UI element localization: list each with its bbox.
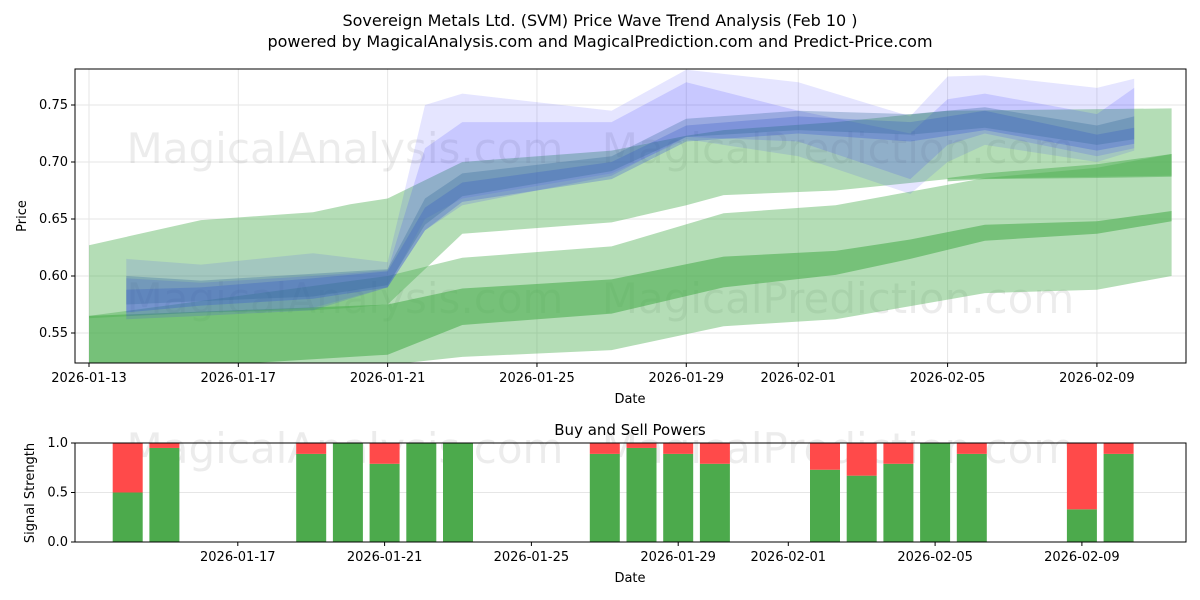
buy-bar <box>956 453 987 542</box>
buy-bar <box>846 475 877 542</box>
buy-bar <box>589 453 620 542</box>
sell-bar <box>956 443 987 454</box>
plot-frame <box>74 68 1187 364</box>
buy-bar <box>810 469 840 542</box>
sell-bar <box>112 443 143 493</box>
top-y-label: Price <box>15 200 30 232</box>
watermark: MagicalAnalysis.com <box>127 124 564 173</box>
band-green-light-upper <box>89 108 1172 319</box>
band-green-dark-lower <box>89 211 1172 363</box>
y-tick-label: 0.70 <box>39 155 68 170</box>
buy-bar <box>1066 509 1097 542</box>
x-tick-label: 2026-01-21 <box>347 550 423 565</box>
chart-title: Sovereign Metals Ltd. (SVM) Price Wave T… <box>342 11 857 30</box>
x-tick-label: 2026-02-05 <box>910 371 986 386</box>
buy-bar <box>149 447 180 542</box>
x-tick-label: 2026-02-01 <box>760 371 836 386</box>
y-tick-label: 0.65 <box>39 212 68 227</box>
bands <box>89 69 1172 363</box>
sell-bar <box>296 443 327 454</box>
band-blue-core <box>126 110 1135 313</box>
buy-bar <box>883 463 914 542</box>
sell-bar <box>663 443 694 454</box>
bottom-y-label: Signal Strength <box>23 443 38 543</box>
chart-subtitle: powered by MagicalAnalysis.com and Magic… <box>267 32 932 51</box>
top-x-label: Date <box>614 392 645 407</box>
band-blue-steel <box>126 107 1135 305</box>
price-plot: 0.55 0.60 0.65 0.70 0.75 2026-01-13 2026-01-17… <box>39 68 1187 386</box>
sell-bar <box>699 443 730 464</box>
x-tick-label: 2026-01-25 <box>494 550 570 565</box>
watermark: MagicalPrediction.com <box>602 124 1075 173</box>
sell-bar <box>626 443 657 448</box>
x-tick-label: 2026-01-21 <box>350 371 426 386</box>
band-blue-mid <box>126 82 1135 320</box>
band-blue-wide <box>126 69 1135 316</box>
signal-plot: 0.0 0.5 1.0 2026-01-17 2026-01-21 2026-01-25 2… <box>47 424 1187 565</box>
x-tick-label: 2026-01-13 <box>51 371 127 386</box>
sell-bar <box>883 443 914 464</box>
bottom-title: Buy and Sell Powers <box>554 421 706 439</box>
buy-bar <box>369 463 400 542</box>
x-tick-label: 2026-02-05 <box>897 550 973 565</box>
buy-bar <box>1103 453 1134 542</box>
y-tick-label: 0.5 <box>47 486 68 501</box>
buy-bar <box>332 443 363 542</box>
y-tick-label: 0.0 <box>47 535 68 550</box>
y-tick-label: 0.75 <box>39 98 68 113</box>
plot-frame <box>74 442 1187 543</box>
sell-bar <box>589 443 620 454</box>
sell-bar <box>810 443 840 470</box>
y-tick-label: 0.60 <box>39 269 68 284</box>
bottom-x-label: Date <box>614 571 645 586</box>
y-tick-label: 0.55 <box>39 326 68 341</box>
sell-bar <box>1066 443 1097 510</box>
y-tick-label: 1.0 <box>47 436 68 451</box>
buy-bar <box>699 463 730 542</box>
band-green-dark-upper <box>947 154 1172 182</box>
sell-bar <box>149 443 180 448</box>
buy-bar <box>296 453 327 542</box>
sell-bar <box>846 443 877 476</box>
buy-bar <box>626 447 657 542</box>
sell-bar <box>1103 443 1134 454</box>
x-tick-label: 2026-01-25 <box>499 371 575 386</box>
x-tick-label: 2026-01-29 <box>640 550 716 565</box>
buy-bar <box>663 453 694 542</box>
buy-bar <box>406 443 437 542</box>
x-tick-label: 2026-02-01 <box>751 550 827 565</box>
x-tick-label: 2026-01-17 <box>201 371 277 386</box>
buy-bar <box>112 492 143 542</box>
x-tick-label: 2026-02-09 <box>1044 550 1120 565</box>
x-tick-label: 2026-01-29 <box>648 371 724 386</box>
buy-bar <box>443 443 473 542</box>
x-tick-label: 2026-02-09 <box>1059 371 1135 386</box>
x-tick-label: 2026-01-17 <box>200 550 276 565</box>
buy-bar <box>920 443 951 542</box>
sell-bar <box>369 443 400 464</box>
